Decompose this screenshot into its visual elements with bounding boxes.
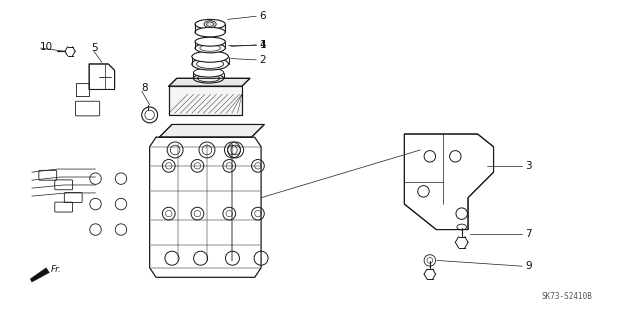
Polygon shape: [404, 134, 493, 230]
Text: SK73-S2410B: SK73-S2410B: [541, 292, 592, 301]
Text: 4: 4: [259, 40, 266, 50]
Ellipse shape: [195, 43, 225, 53]
Text: 1: 1: [259, 40, 266, 50]
Polygon shape: [89, 64, 115, 89]
Polygon shape: [169, 78, 250, 86]
Ellipse shape: [192, 51, 228, 62]
Ellipse shape: [193, 74, 224, 83]
Ellipse shape: [193, 68, 224, 77]
Polygon shape: [169, 86, 242, 115]
Text: Fr.: Fr.: [51, 265, 62, 274]
Text: 5: 5: [91, 43, 97, 53]
Ellipse shape: [195, 19, 225, 29]
Polygon shape: [159, 124, 264, 137]
Text: 6: 6: [259, 11, 266, 21]
Ellipse shape: [195, 27, 225, 37]
Text: 2: 2: [259, 55, 266, 65]
Ellipse shape: [204, 21, 216, 28]
Ellipse shape: [192, 58, 228, 70]
Polygon shape: [30, 268, 49, 282]
Text: 7: 7: [525, 229, 532, 239]
Ellipse shape: [195, 37, 225, 46]
Text: 10: 10: [40, 42, 53, 52]
Text: 3: 3: [525, 161, 532, 171]
Text: 8: 8: [141, 83, 148, 93]
Text: 9: 9: [525, 261, 532, 271]
